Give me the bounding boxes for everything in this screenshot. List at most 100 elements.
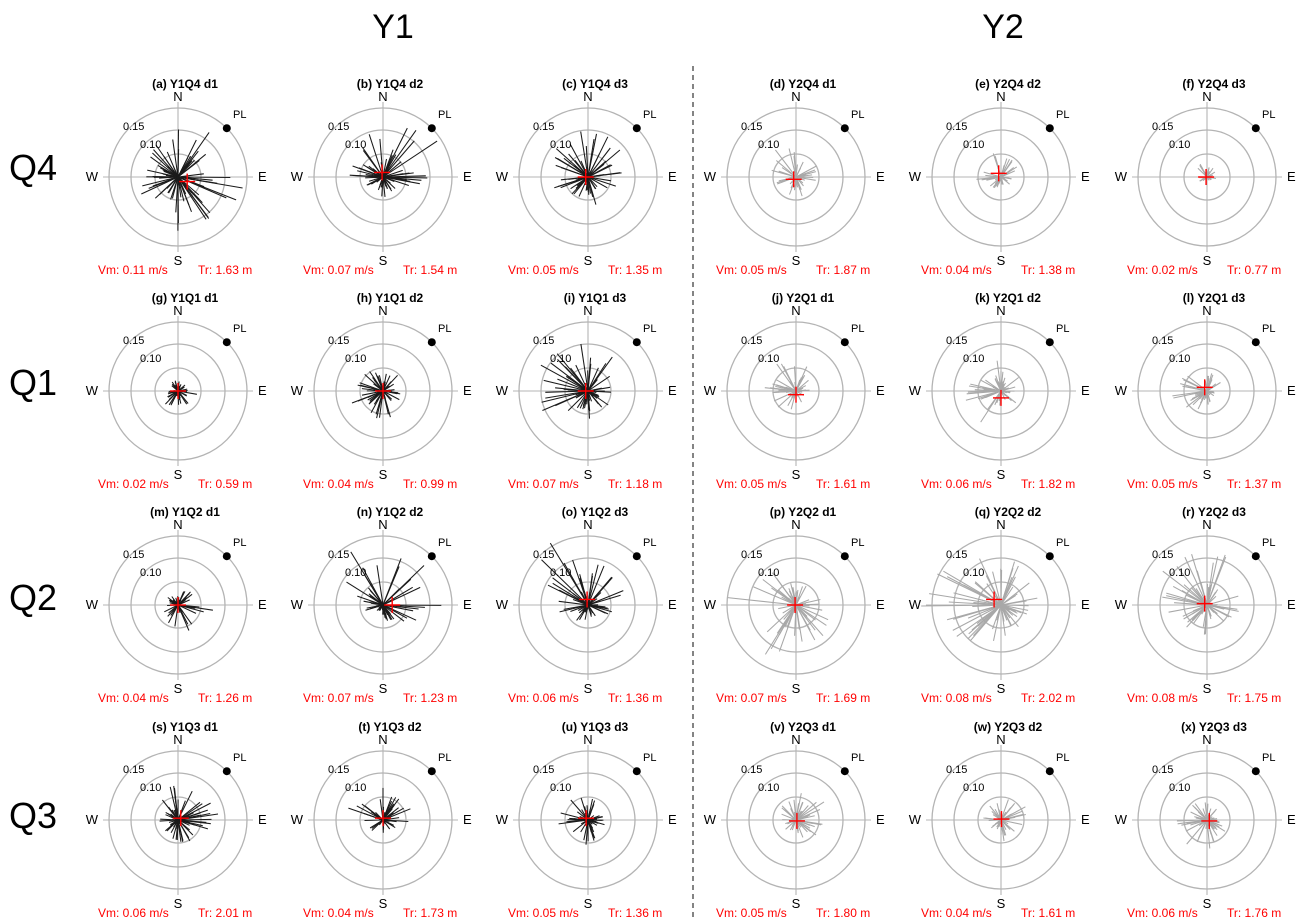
tr-annotation: Tr: 1.75 m xyxy=(1227,691,1281,705)
velocity-stick xyxy=(778,604,797,652)
velocity-stick xyxy=(587,590,624,606)
velocity-stick xyxy=(165,390,179,405)
polar-panel: PL N S E W 0.15 0.10 (f) Y2Q4 d3 Vm: 0.02 m/s Tr:… xyxy=(1115,77,1296,277)
ring-label-010: 0.10 xyxy=(345,139,366,151)
tr-annotation: Tr: 1.35 m xyxy=(608,263,662,277)
velocity-stick xyxy=(382,172,410,178)
velocity-stick xyxy=(382,176,409,186)
vm-annotation: Vm: 0.05 m/s xyxy=(716,263,787,277)
pl-label: PL xyxy=(643,323,656,335)
velocity-stick xyxy=(172,139,179,178)
velocity-stick xyxy=(952,604,1002,631)
tr-annotation: Tr: 0.99 m xyxy=(403,477,457,491)
tr-annotation: Tr: 1.61 m xyxy=(816,477,870,491)
velocity-stick xyxy=(1187,604,1208,623)
pl-label: PL xyxy=(1262,323,1275,335)
compass-w: W xyxy=(86,812,99,827)
compass-s: S xyxy=(584,681,593,696)
compass-s: S xyxy=(997,896,1006,911)
ring-label-010: 0.10 xyxy=(345,782,366,794)
velocity-stick xyxy=(177,176,185,202)
panel-title: (u) Y1Q3 d3 xyxy=(562,720,629,734)
ring-label-015: 0.15 xyxy=(946,335,967,347)
velocity-stick xyxy=(781,813,797,821)
compass-w: W xyxy=(291,169,304,184)
velocity-stick xyxy=(1192,804,1208,821)
compass-e: E xyxy=(1081,383,1090,398)
compass-e: E xyxy=(668,812,677,827)
compass-e: E xyxy=(258,383,267,398)
velocity-stick xyxy=(795,599,810,606)
pl-label: PL xyxy=(233,537,246,549)
velocity-stick xyxy=(360,384,384,392)
compass-n: N xyxy=(378,732,387,747)
velocity-stick xyxy=(369,590,384,606)
velocity-stick xyxy=(382,158,388,178)
velocity-stick xyxy=(365,604,384,611)
panel-title: (a) Y1Q4 d1 xyxy=(152,77,218,91)
velocity-stick xyxy=(164,604,179,613)
ring-label-015: 0.15 xyxy=(1152,335,1173,347)
compass-s: S xyxy=(174,681,183,696)
ring-label-015: 0.15 xyxy=(123,549,144,561)
ring-label-010: 0.10 xyxy=(550,139,571,151)
velocity-stick xyxy=(1000,576,1016,606)
panel-title: (m) Y1Q2 d1 xyxy=(150,505,220,519)
pl-dot xyxy=(222,552,231,561)
velocity-stick xyxy=(789,381,797,392)
ring-label-015: 0.15 xyxy=(533,549,554,561)
velocity-stick xyxy=(177,819,184,841)
pl-dot xyxy=(840,338,849,347)
ring-label-015: 0.15 xyxy=(1152,764,1173,776)
velocity-stick xyxy=(1172,390,1208,397)
velocity-stick xyxy=(170,176,179,189)
compass-e: E xyxy=(1287,812,1296,827)
velocity-sticks xyxy=(348,787,411,833)
vm-annotation: Vm: 0.04 m/s xyxy=(921,263,992,277)
polar-panel: PL N S E W 0.15 0.10 (o) Y1Q2 d3 Vm: 0.06 m/s Tr:… xyxy=(496,505,677,705)
pl-label: PL xyxy=(851,109,864,121)
velocity-stick xyxy=(587,375,610,392)
velocity-stick xyxy=(980,390,1002,423)
velocity-stick xyxy=(382,176,407,181)
ring-label-015: 0.15 xyxy=(741,549,762,561)
velocity-stick xyxy=(973,601,1002,606)
compass-w: W xyxy=(86,169,99,184)
polar-panel: PL N S E W 0.15 0.10 (v) Y2Q3 d1 Vm: 0.05 m/s Tr:… xyxy=(704,720,885,920)
compass-w: W xyxy=(1115,597,1128,612)
velocity-stick xyxy=(382,586,421,606)
velocity-stick xyxy=(576,604,589,621)
pl-dot xyxy=(1251,767,1260,776)
ring-label-015: 0.15 xyxy=(328,121,349,133)
velocity-stick xyxy=(762,579,797,606)
velocity-stick xyxy=(376,565,384,606)
velocity-stick xyxy=(929,593,1002,606)
pl-dot xyxy=(222,124,231,133)
velocity-stick xyxy=(365,176,384,179)
velocity-stick xyxy=(1206,373,1213,392)
compass-n: N xyxy=(1202,89,1211,104)
velocity-stick xyxy=(795,585,807,606)
vm-annotation: Vm: 0.06 m/s xyxy=(98,906,169,920)
velocity-stick xyxy=(543,379,589,392)
velocity-stick xyxy=(1174,602,1208,606)
velocity-stick xyxy=(1162,570,1208,606)
velocity-stick xyxy=(587,819,598,823)
velocity-stick xyxy=(168,604,179,624)
velocity-stick xyxy=(177,176,243,189)
compass-w: W xyxy=(704,169,717,184)
velocity-stick xyxy=(581,176,589,184)
ring-label-010: 0.10 xyxy=(758,353,779,365)
velocity-stick xyxy=(142,176,179,187)
velocity-stick xyxy=(1000,604,1011,619)
velocity-stick xyxy=(570,604,589,612)
pl-label: PL xyxy=(1056,537,1069,549)
velocity-stick xyxy=(1186,819,1208,845)
velocity-stick xyxy=(382,385,391,392)
velocity-stick xyxy=(371,819,384,829)
velocity-stick xyxy=(1206,604,1225,622)
panel-title: (g) Y1Q1 d1 xyxy=(152,291,219,305)
velocity-stick xyxy=(153,149,179,178)
velocity-sticks xyxy=(541,542,624,621)
velocity-stick xyxy=(727,597,797,606)
